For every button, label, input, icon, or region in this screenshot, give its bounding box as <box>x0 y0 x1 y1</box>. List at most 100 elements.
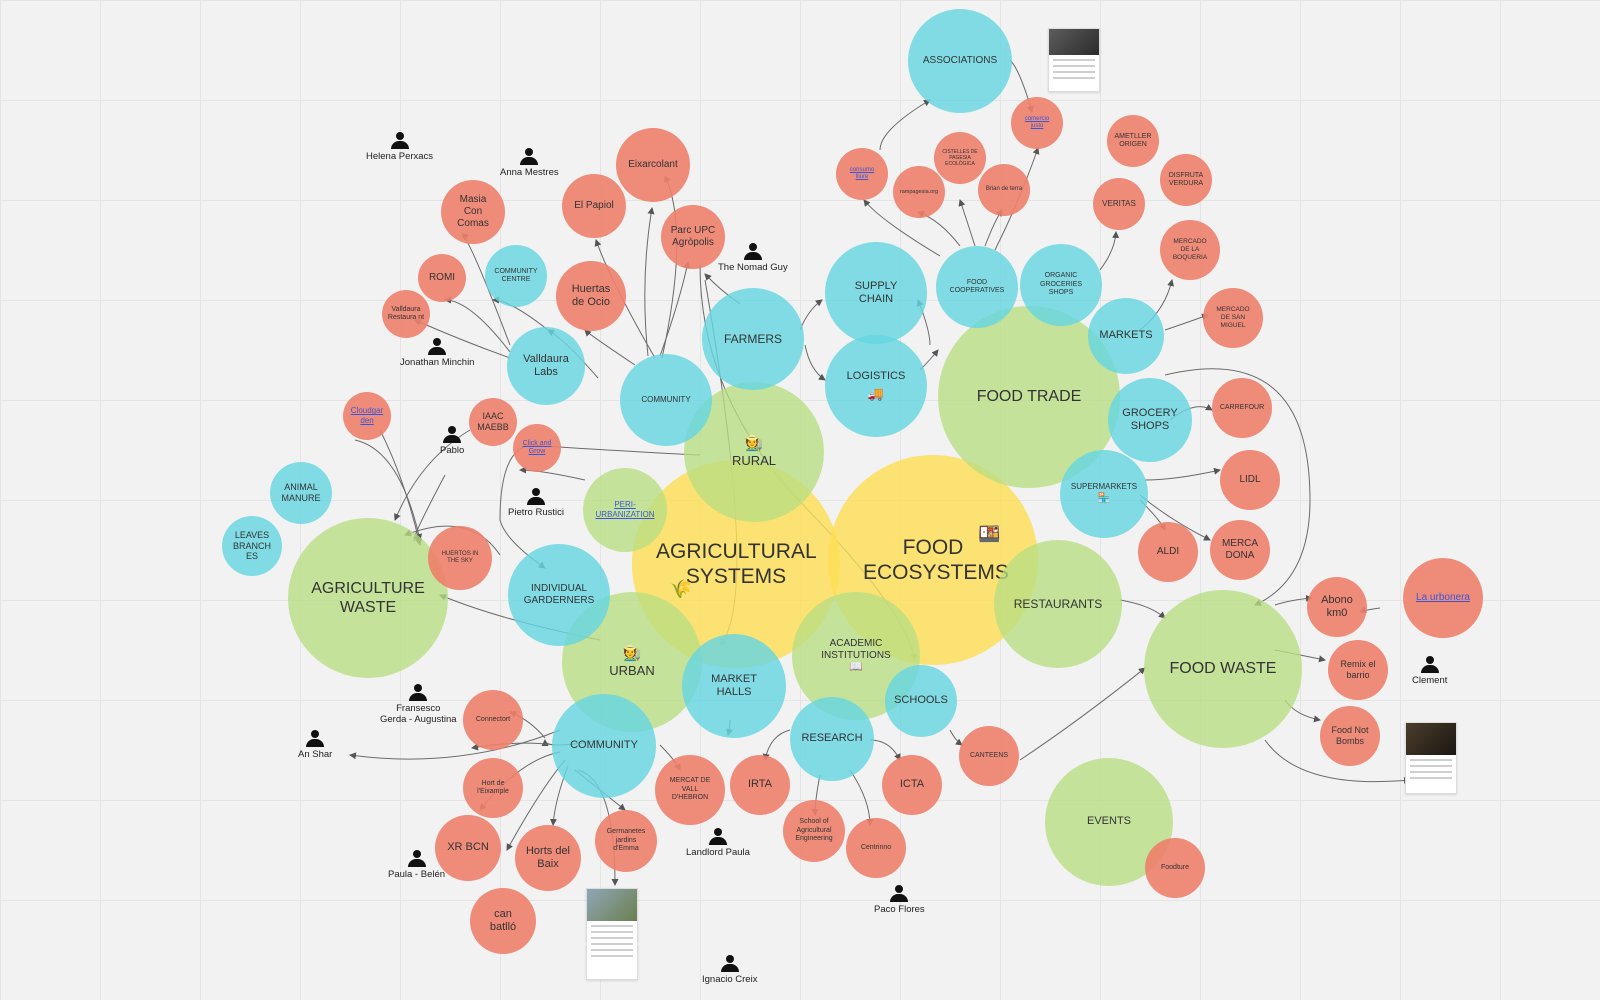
node-label: MERCADO DE SAN MIGUEL <box>1216 306 1250 329</box>
store-icon: 🏪 <box>1097 493 1111 505</box>
node-market-halls[interactable]: MARKET HALLS <box>682 634 786 738</box>
card-thumbnail[interactable] <box>1048 28 1100 92</box>
node-click-and-grow[interactable]: Click and Grow <box>513 424 561 472</box>
node-connectort[interactable]: Connectort <box>463 690 523 750</box>
node-remix-el-barrio[interactable]: Remix el barrio <box>1328 640 1388 700</box>
node-label: PERI-URBANIZATION <box>595 500 655 519</box>
card-thumbnail[interactable] <box>1405 722 1457 794</box>
node-valldaura-labs[interactable]: Valldaura Labs <box>507 327 585 405</box>
node-lidl[interactable]: LIDL <box>1220 450 1280 510</box>
person-fransesco[interactable]: Fransesco Gerda - Augustina <box>380 684 457 726</box>
node-veritas[interactable]: VERITAS <box>1093 178 1145 230</box>
person-icon <box>531 488 540 496</box>
person-paco-flores[interactable]: Paco Flores <box>874 885 925 916</box>
node-label: Horts del Baix <box>525 844 571 870</box>
node-canteens[interactable]: CANTEENS <box>959 726 1019 786</box>
node-can-batllo[interactable]: can batlló <box>470 888 536 954</box>
node-schools[interactable]: SCHOOLS <box>885 665 957 737</box>
person-an-shar[interactable]: An Shar <box>298 730 332 761</box>
node-food-cooperatives[interactable]: FOOD COOPERATIVES <box>936 246 1018 328</box>
node-restaurants[interactable]: RESTAURANTS <box>994 540 1122 668</box>
person-helena[interactable]: Helena Perxacs <box>366 132 433 163</box>
person-jonathan[interactable]: Jonathan Minchin <box>400 338 474 369</box>
node-consumo-lliure[interactable]: consumo lliure <box>836 148 888 200</box>
node-mercat-vall-hebron[interactable]: MERCAT DE VALL D'HEBRON <box>655 755 725 825</box>
node-community-centre[interactable]: COMMUNITY CENTRE <box>485 245 547 307</box>
node-comercio-justo[interactable]: comercio justo <box>1011 97 1063 149</box>
node-iaac-maebb[interactable]: IAAC MAEBB <box>469 398 517 446</box>
node-parc-upc-agropolis[interactable]: Parc UPC Agròpolis <box>661 205 725 269</box>
person-pablo[interactable]: Pablo <box>440 426 464 457</box>
person-clement[interactable]: Clement <box>1412 656 1447 687</box>
node-organic-groceries-shops[interactable]: ORGANIC GROCERIES SHOPS <box>1020 244 1102 326</box>
node-label: FOOD WASTE <box>1169 660 1277 678</box>
node-horts-del-baix[interactable]: Horts del Baix <box>515 825 581 891</box>
node-logistics[interactable]: LOGISTICS 🚚 <box>825 335 927 437</box>
node-mercado-boqueria[interactable]: MERCADO DE LA BOQUERIA <box>1160 220 1220 280</box>
node-valldaura-restaurant[interactable]: Valldaura Restaura nt <box>382 290 430 338</box>
person-icon <box>395 132 404 140</box>
node-label: comercio justo <box>1024 115 1050 129</box>
node-icta[interactable]: ICTA <box>882 755 942 815</box>
node-carrefour[interactable]: CARREFOUR <box>1212 378 1272 438</box>
node-hort-eixample[interactable]: Hort de l'Eixample <box>463 758 523 818</box>
node-ametller-origen[interactable]: AMETLLER ORIGEN <box>1107 115 1159 167</box>
node-aldi[interactable]: ALDI <box>1138 522 1198 582</box>
person-name: Paco Flores <box>874 904 925 915</box>
node-romi[interactable]: ROMI <box>418 254 466 302</box>
person-nomad[interactable]: The Nomad Guy <box>718 243 788 274</box>
node-agriculture-waste[interactable]: AGRICULTURE WASTE <box>288 518 448 678</box>
node-centrinno[interactable]: Centrinno <box>846 818 906 878</box>
node-irta[interactable]: IRTA <box>730 755 790 815</box>
person-landlord-paula[interactable]: Landlord Paula <box>686 828 750 859</box>
node-cistelles[interactable]: CISTELLES DE PAGESIA ECOLÒGICA <box>934 132 986 184</box>
node-supply-chain[interactable]: SUPPLY CHAIN <box>825 242 927 344</box>
person-ignacio-creix[interactable]: Ignacio Creix <box>702 955 757 986</box>
node-peri-urbanization[interactable]: PERI-URBANIZATION <box>583 468 667 552</box>
node-farmers[interactable]: FARMERS <box>702 288 804 390</box>
node-rampagesia[interactable]: rampagesia.org <box>893 166 945 218</box>
node-label: ASSOCIATIONS <box>922 55 998 66</box>
node-disfruta-verdura[interactable]: DISFRUTA VERDURA <box>1160 154 1212 206</box>
node-supermarkets[interactable]: SUPERMARKETS 🏪 <box>1060 450 1148 538</box>
node-el-papiol[interactable]: El Papiol <box>562 174 626 238</box>
node-associations[interactable]: ASSOCIATIONS <box>908 9 1012 113</box>
node-individual-gardeners[interactable]: INDIVIDUAL GARDERNERS <box>508 544 610 646</box>
node-cloudgarden[interactable]: Cloudgar den <box>343 392 391 440</box>
node-markets[interactable]: MARKETS <box>1088 298 1164 374</box>
person-icon <box>895 885 904 893</box>
node-grocery-shops[interactable]: GROCERY SHOPS <box>1108 378 1192 462</box>
node-huertos-in-the-sky[interactable]: HUERTOS IN THE SKY <box>428 526 492 590</box>
node-germanetes[interactable]: Germanetes jardins d'Emma <box>595 810 657 872</box>
node-label: AGRICULTURAL SYSTEMS <box>656 539 817 588</box>
node-school-agricultural-engineering[interactable]: School of Agricultural Engineering <box>783 800 845 862</box>
node-label: FOOD ECOSYSTEMS <box>863 535 1009 584</box>
node-eixarcolant[interactable]: Eixarcolant <box>616 128 690 202</box>
node-masia-con-comas[interactable]: Masia Con Comas <box>441 180 505 244</box>
node-mercado-san-miguel[interactable]: MERCADO DE SAN MIGUEL <box>1203 288 1263 348</box>
node-research[interactable]: RESEARCH <box>790 697 874 781</box>
node-brian-de-terra[interactable]: Brian de terra <box>978 164 1030 216</box>
node-food-not-bombs[interactable]: Food Not Bombs <box>1320 706 1380 766</box>
person-paula-belen[interactable]: Paula - Belén <box>388 850 445 881</box>
node-mercadona[interactable]: MERCA DONA <box>1210 520 1270 580</box>
person-name: Anna Mestres <box>500 167 559 178</box>
node-leaves-branches[interactable]: LEAVES BRANCH ES <box>222 516 282 576</box>
node-la-urbonera[interactable]: La urbonera <box>1403 558 1483 638</box>
node-food-waste[interactable]: FOOD WASTE <box>1144 590 1302 748</box>
node-foodture[interactable]: Foodture <box>1145 838 1205 898</box>
node-label: SUPERMARKETS <box>1070 481 1138 491</box>
card-thumbnail[interactable] <box>586 888 638 980</box>
node-label: MERCADO DE LA BOQUERIA <box>1172 238 1208 261</box>
node-animal-manure[interactable]: ANIMAL MANURE <box>270 462 332 524</box>
node-huertas-de-ocio[interactable]: Huertas de Ocio <box>556 261 626 331</box>
node-community-top[interactable]: COMMUNITY <box>620 354 712 446</box>
person-pietro[interactable]: Pietro Rustici <box>508 488 564 519</box>
node-label: Hort de l'Eixample <box>477 779 509 795</box>
node-community-bottom[interactable]: COMMUNITY <box>552 694 656 798</box>
node-xr-bcn[interactable]: XR BCN <box>435 815 501 881</box>
node-label: Valldaura Restaura nt <box>387 305 425 321</box>
node-abono-km0[interactable]: Abono km0 <box>1307 577 1367 637</box>
person-anna[interactable]: Anna Mestres <box>500 148 559 179</box>
